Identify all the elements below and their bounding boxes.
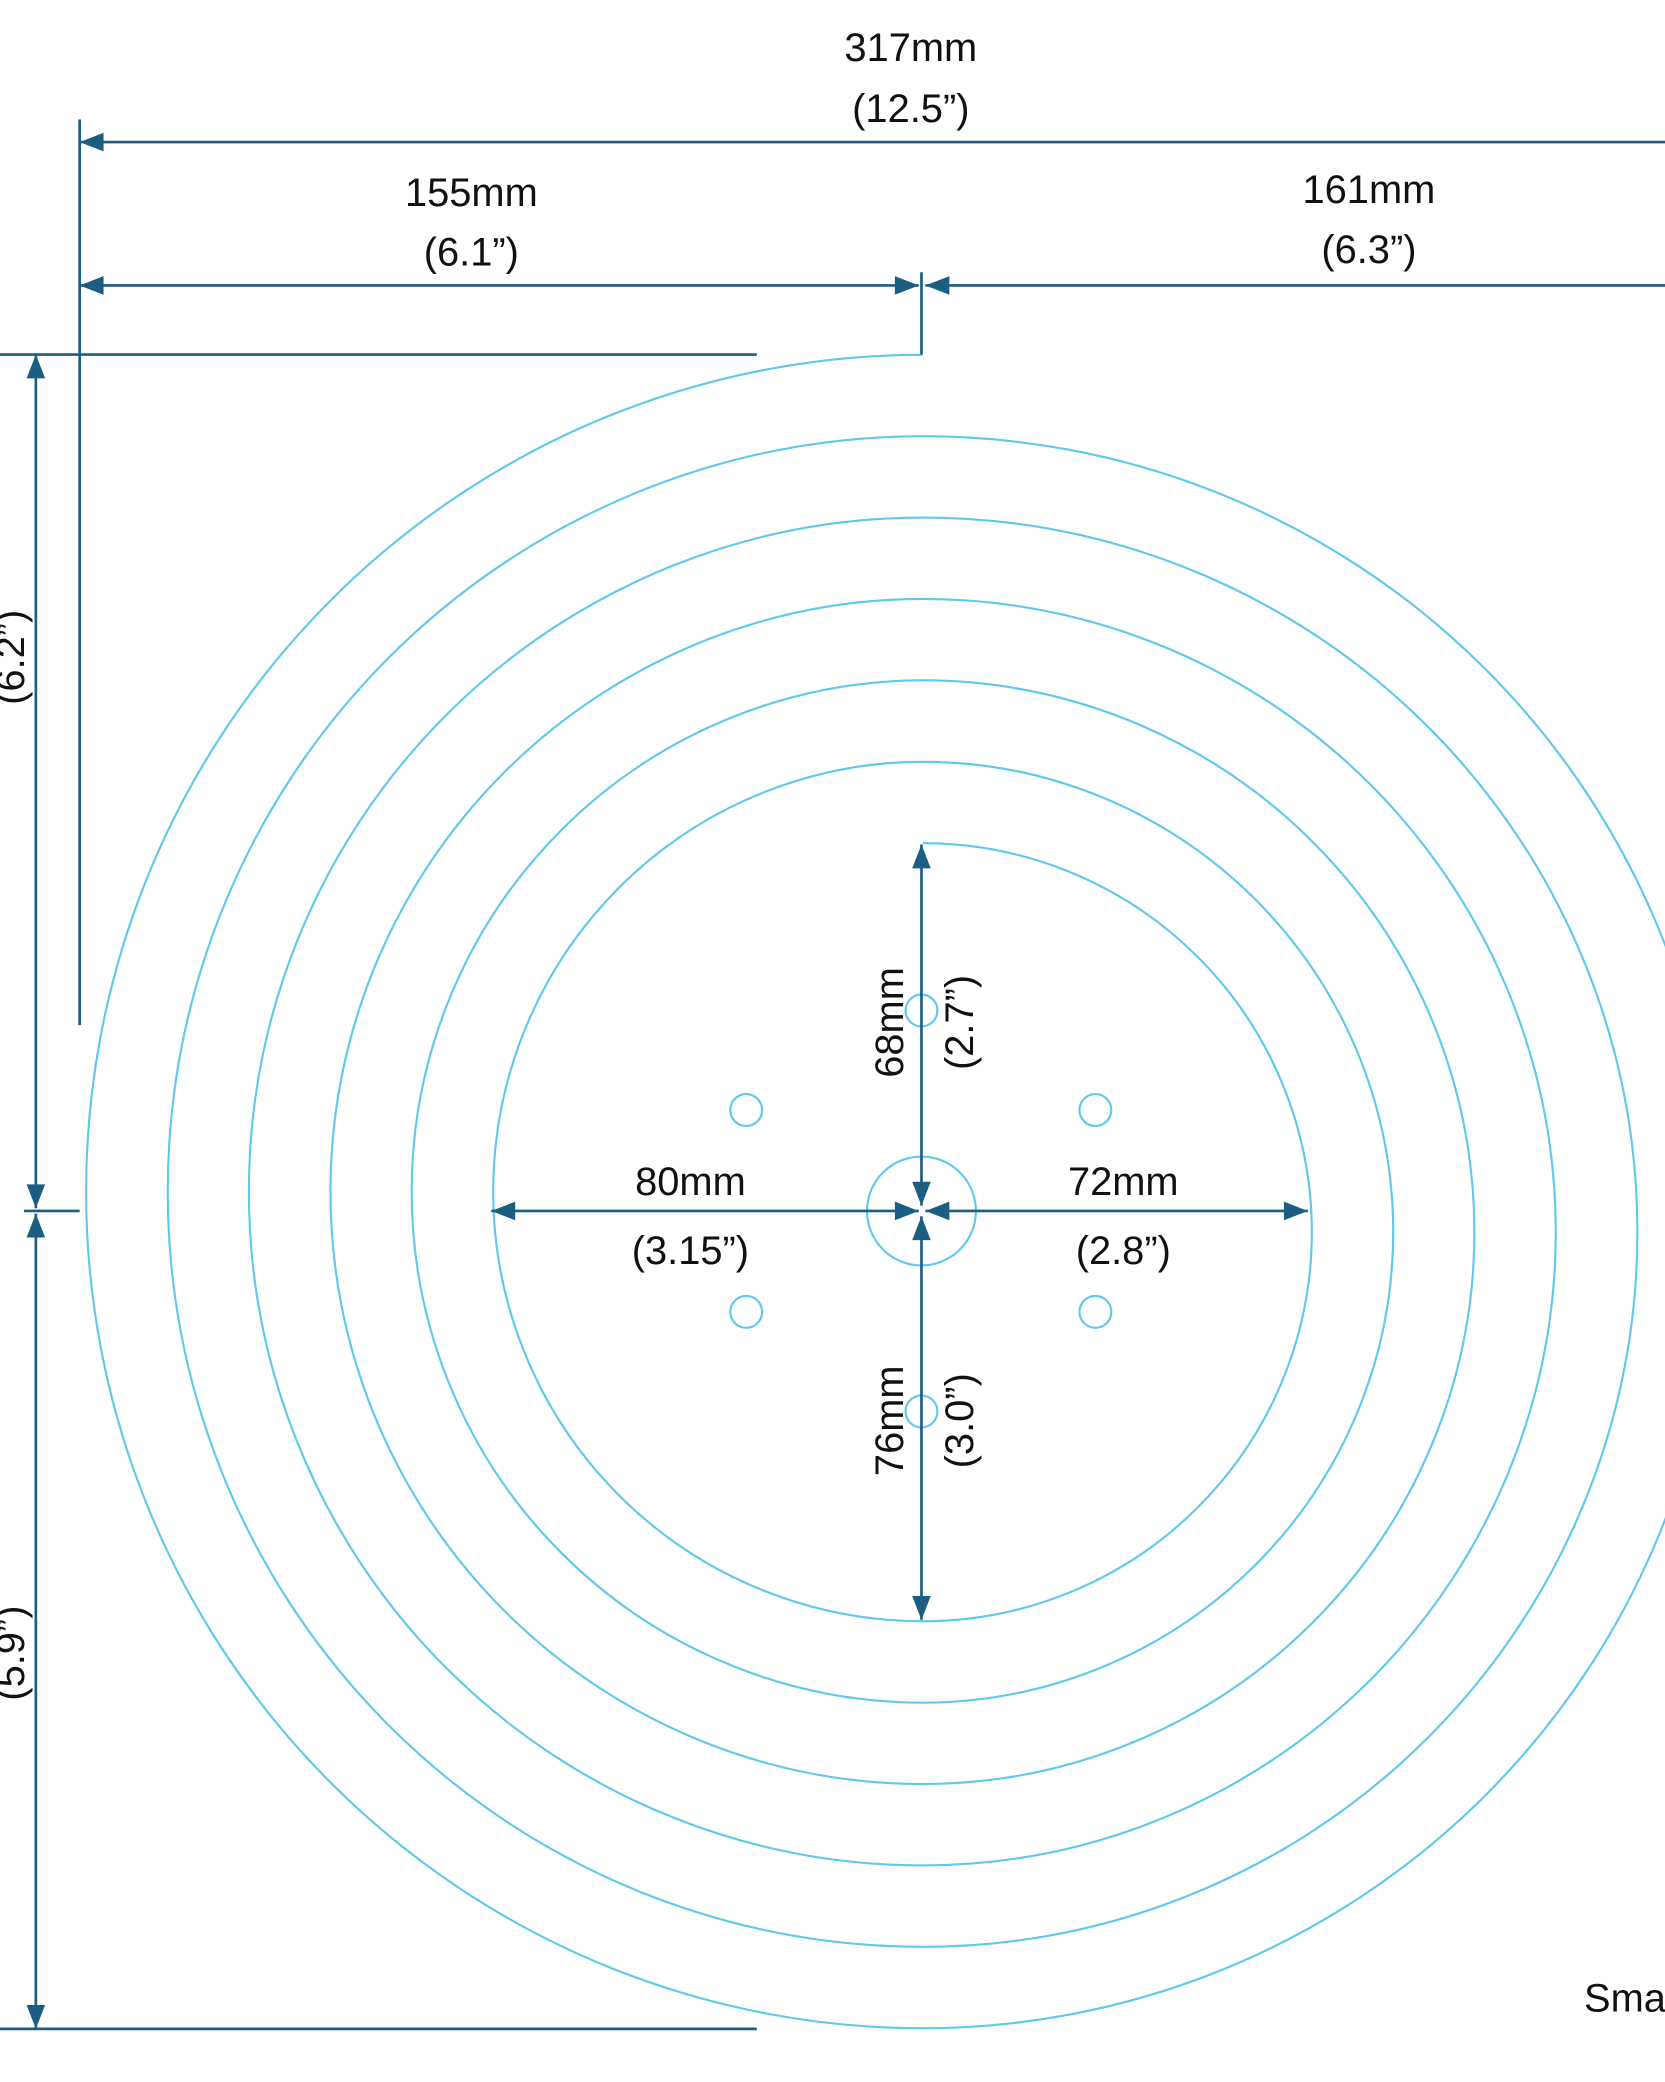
hole xyxy=(1078,1093,1113,1128)
center-down-in: (3.0”) xyxy=(938,1373,982,1468)
center-up-in: (2.7”) xyxy=(938,975,982,1070)
corner-text: Sma xyxy=(1584,1977,1665,2021)
hole xyxy=(1078,1294,1113,1329)
right-width-mm: 161mm xyxy=(1303,168,1436,212)
lower-height-in: (5.9”) xyxy=(0,1606,33,1701)
center-down-mm: 76mm xyxy=(868,1365,912,1476)
hole xyxy=(729,1294,764,1329)
left-width-in: (6.1”) xyxy=(424,231,519,275)
spiral-coil xyxy=(85,353,1665,2030)
right-width-in: (6.3”) xyxy=(1321,228,1416,272)
dimension-lines xyxy=(0,119,1665,2031)
upper-height-in: (6.2”) xyxy=(0,610,33,705)
center-left-mm: 80mm xyxy=(635,1160,746,1204)
center-up-mm: 68mm xyxy=(868,967,912,1078)
overall-width-in: (12.5”) xyxy=(852,87,969,131)
hole xyxy=(729,1093,764,1128)
center-left-in: (3.15”) xyxy=(632,1229,749,1273)
dimension-arrows xyxy=(26,132,1308,2029)
center-right-mm: 72mm xyxy=(1068,1160,1179,1204)
left-width-mm: 155mm xyxy=(405,171,538,215)
center-right-in: (2.8”) xyxy=(1076,1229,1171,1273)
overall-width-mm: 317mm xyxy=(844,26,977,70)
